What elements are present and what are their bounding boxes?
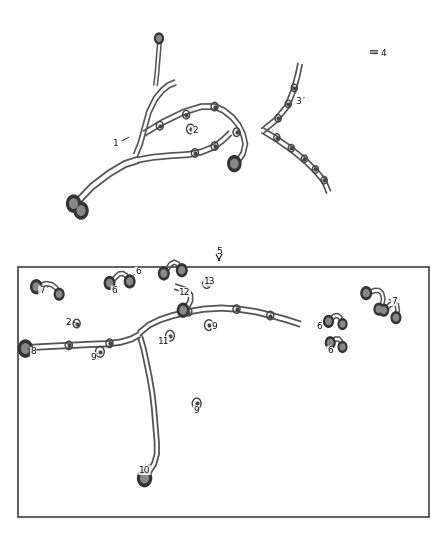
Text: 6: 6 xyxy=(327,346,334,355)
Circle shape xyxy=(374,303,384,315)
Circle shape xyxy=(340,344,345,350)
Circle shape xyxy=(70,199,78,208)
Text: 7: 7 xyxy=(389,297,397,305)
Circle shape xyxy=(161,270,167,277)
Circle shape xyxy=(363,289,369,297)
Text: 5: 5 xyxy=(216,247,222,256)
Circle shape xyxy=(324,316,333,327)
Circle shape xyxy=(231,159,238,168)
Circle shape xyxy=(338,342,347,352)
Circle shape xyxy=(104,277,115,289)
Bar xyxy=(18,266,429,517)
Circle shape xyxy=(180,306,186,314)
Circle shape xyxy=(328,340,333,346)
Circle shape xyxy=(361,287,371,300)
Circle shape xyxy=(228,156,241,172)
Circle shape xyxy=(33,283,39,290)
Circle shape xyxy=(338,319,347,329)
Circle shape xyxy=(31,280,42,294)
Circle shape xyxy=(393,314,399,321)
Circle shape xyxy=(379,304,389,316)
Circle shape xyxy=(54,288,64,300)
Circle shape xyxy=(57,291,62,297)
Circle shape xyxy=(155,33,163,44)
Circle shape xyxy=(340,321,345,327)
Text: 13: 13 xyxy=(204,277,215,286)
Text: 2: 2 xyxy=(65,318,75,327)
Circle shape xyxy=(74,202,88,219)
Circle shape xyxy=(106,279,113,287)
Circle shape xyxy=(391,312,401,324)
Text: 4: 4 xyxy=(374,49,386,58)
Text: 6: 6 xyxy=(110,286,117,295)
Text: 1: 1 xyxy=(113,137,129,148)
Text: 7: 7 xyxy=(39,286,48,295)
Text: 10: 10 xyxy=(139,465,150,474)
Text: 6: 6 xyxy=(134,268,141,276)
Circle shape xyxy=(124,275,135,288)
Text: 3: 3 xyxy=(295,97,304,106)
Text: 11: 11 xyxy=(158,337,169,345)
Circle shape xyxy=(159,267,169,280)
Circle shape xyxy=(18,340,32,357)
Circle shape xyxy=(77,206,85,215)
Text: 12: 12 xyxy=(179,288,191,296)
Text: 8: 8 xyxy=(28,348,36,356)
Text: 9: 9 xyxy=(193,405,199,415)
Circle shape xyxy=(381,307,386,313)
Circle shape xyxy=(138,470,152,487)
Text: 6: 6 xyxy=(317,322,325,330)
Circle shape xyxy=(179,266,185,274)
Circle shape xyxy=(21,344,29,353)
Text: 9: 9 xyxy=(210,322,218,330)
Circle shape xyxy=(177,303,189,317)
Circle shape xyxy=(376,306,381,312)
Circle shape xyxy=(177,264,187,277)
Circle shape xyxy=(141,473,148,483)
Text: 9: 9 xyxy=(90,353,97,361)
Circle shape xyxy=(157,35,161,42)
Circle shape xyxy=(67,195,81,212)
Circle shape xyxy=(127,278,133,285)
Circle shape xyxy=(325,337,335,349)
Circle shape xyxy=(326,318,331,325)
Text: 2: 2 xyxy=(191,126,198,135)
